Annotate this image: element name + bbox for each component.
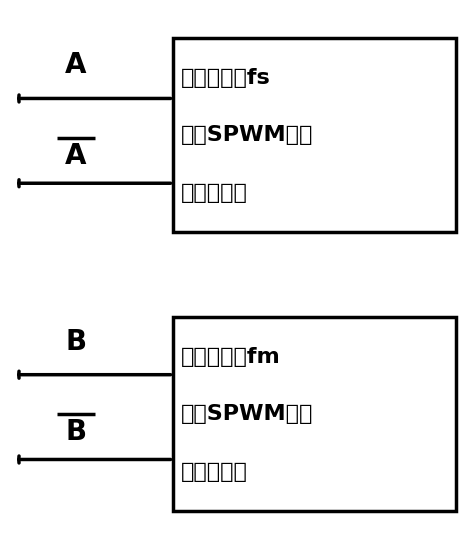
Text: 载波频率为fm: 载波频率为fm xyxy=(180,347,280,367)
Bar xyxy=(173,38,456,232)
Text: A: A xyxy=(65,51,87,79)
Text: A: A xyxy=(65,142,87,170)
Bar xyxy=(173,317,456,511)
Text: 时，SPWM逻辑: 时，SPWM逻辑 xyxy=(180,125,313,146)
Text: 脉冲发生器: 脉冲发生器 xyxy=(180,183,247,203)
Text: B: B xyxy=(66,328,86,356)
Text: B: B xyxy=(66,418,86,446)
Text: 载波频率为fs: 载波频率为fs xyxy=(180,68,270,88)
Text: 脉冲发生器: 脉冲发生器 xyxy=(180,462,247,482)
Text: 时，SPWM逻辑: 时，SPWM逻辑 xyxy=(180,404,313,424)
